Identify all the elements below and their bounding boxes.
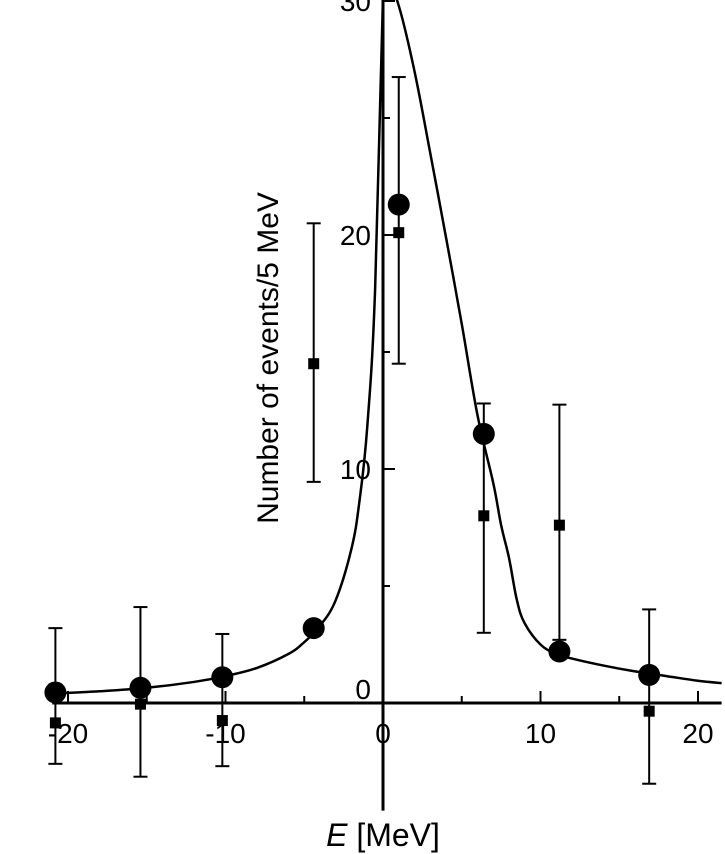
x-tick-label: 10	[525, 718, 556, 749]
fit-curve	[52, 0, 722, 695]
tick-labels: -20 -10 0 10 20 0 10 20 30	[48, 0, 714, 749]
circle-point	[211, 666, 234, 689]
square-point	[308, 358, 320, 370]
circle-point	[302, 617, 325, 640]
circle-point	[129, 676, 152, 699]
y-axis-label: Number of events/5 MeV	[252, 192, 285, 524]
x-tick-label: -20	[48, 718, 88, 749]
fit-curve-layer	[52, 0, 722, 695]
x-axis-variable: E	[326, 817, 348, 853]
square-point	[643, 705, 655, 717]
x-axis-unit: [MeV]	[347, 817, 439, 853]
x-axis-label: E [MeV]	[326, 817, 440, 853]
circle-point	[638, 663, 661, 686]
axes	[52, 0, 722, 811]
square-point	[134, 698, 146, 710]
square-point	[216, 715, 228, 727]
y-tick-label: 20	[340, 220, 371, 251]
y-tick-label: 0	[355, 674, 371, 705]
square-point	[49, 717, 61, 729]
data-markers	[44, 193, 661, 729]
y-tick-label: 30	[340, 0, 371, 17]
x-tick-label: 0	[375, 718, 391, 749]
square-point	[553, 519, 565, 531]
circle-point	[548, 640, 571, 663]
x-tick-label: 20	[682, 718, 713, 749]
x-tick-label: -10	[205, 718, 245, 749]
y-tick-label: 10	[340, 454, 371, 485]
square-point	[393, 227, 405, 239]
circle-point	[44, 681, 67, 704]
circle-point	[387, 193, 410, 216]
circle-point	[472, 422, 495, 445]
square-point	[478, 510, 490, 522]
